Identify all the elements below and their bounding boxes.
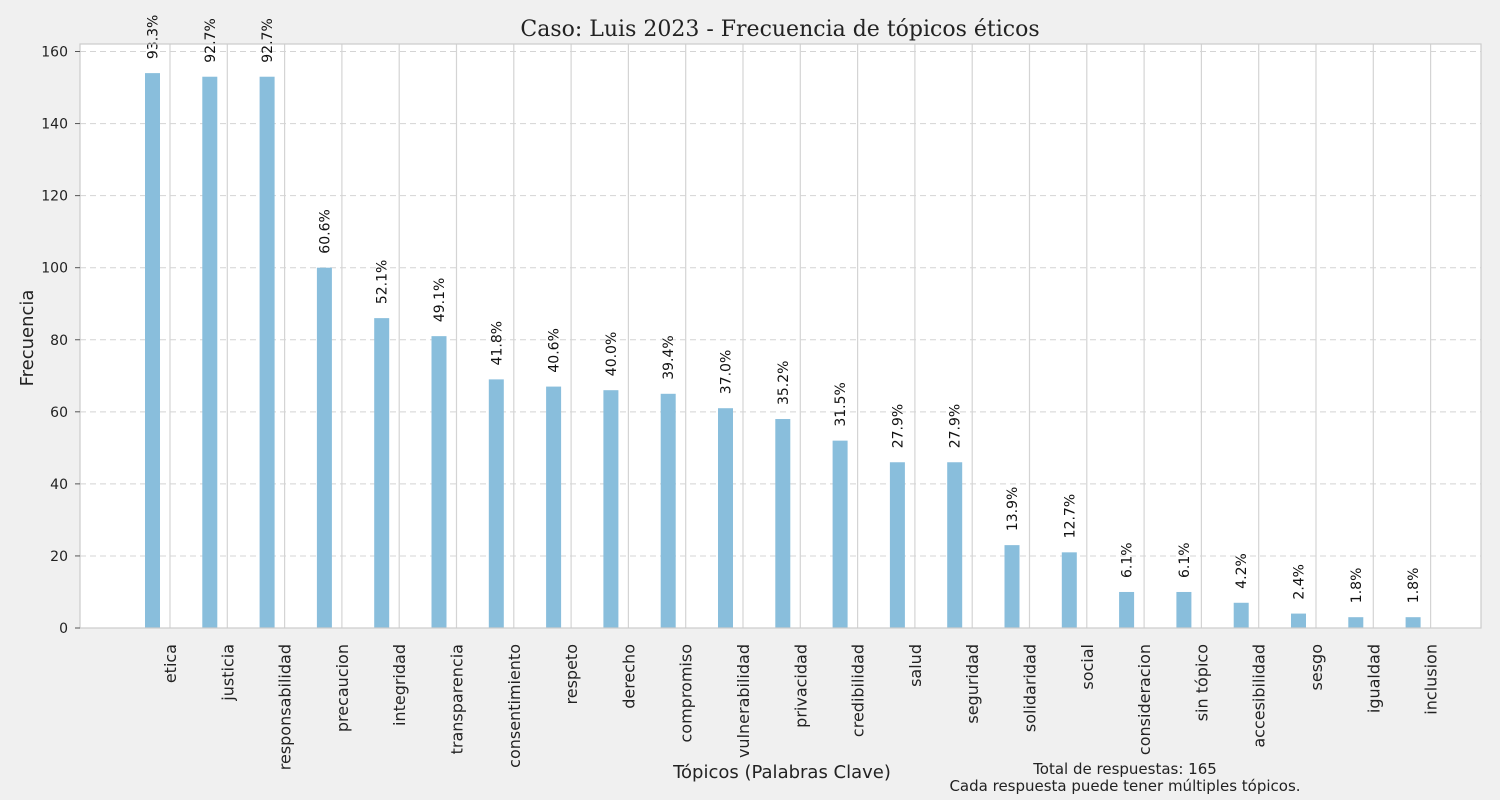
x-tick-label: solidaridad: [1021, 644, 1040, 732]
x-tick-label: accesibilidad: [1250, 644, 1269, 748]
data-label: 39.4%: [661, 335, 677, 379]
multiple-topics-note: Cada respuesta puede tener múltiples tóp…: [949, 777, 1301, 795]
bar: [889, 462, 905, 628]
data-label: 35.2%: [776, 361, 792, 405]
x-tick-label: justicia: [218, 644, 237, 702]
data-label: 31.5%: [833, 382, 849, 426]
bar: [202, 76, 218, 629]
bar: [259, 76, 275, 629]
bar: [145, 73, 160, 628]
bar: [1119, 591, 1135, 628]
bar: [1405, 617, 1421, 628]
bar: [1061, 552, 1077, 628]
x-tick-label: sin tópico: [1192, 644, 1211, 721]
x-tick-label: social: [1078, 644, 1097, 690]
plot-frame: [79, 43, 1482, 629]
y-tick-label: 140: [41, 117, 68, 133]
data-label: 60.6%: [317, 209, 333, 253]
data-label: 2.4%: [1292, 564, 1308, 600]
bar: [488, 379, 504, 628]
x-tick-label: privacidad: [791, 644, 810, 728]
data-label: 92.7%: [260, 18, 276, 62]
y-axis-label: Frecuencia: [17, 290, 38, 387]
x-tick-label: inclusion: [1422, 644, 1441, 715]
x-axis-label: Tópicos (Palabras Clave): [672, 762, 891, 783]
data-label: 93.3%: [146, 15, 162, 59]
y-tick-label: 0: [59, 621, 68, 637]
x-tick-label: integridad: [390, 644, 409, 726]
y-tick-label: 100: [41, 261, 68, 277]
x-tick-label: derecho: [619, 644, 638, 709]
bar: [1233, 602, 1249, 628]
bar: [546, 386, 562, 628]
x-tick-layer: etica justicia responsabilidad precaucion in…: [161, 644, 1441, 770]
data-label: 37.0%: [719, 350, 735, 394]
data-label: 4.2%: [1234, 553, 1250, 589]
y-tick-label: 120: [41, 189, 68, 205]
y-tick-label: 80: [50, 333, 68, 349]
x-tick-label: consentimiento: [505, 644, 524, 768]
data-label: 6.1%: [1120, 542, 1136, 578]
x-tick-label: respeto: [562, 644, 581, 704]
data-label: 1.8%: [1349, 568, 1365, 604]
bar: [374, 318, 390, 628]
chart-title: Caso: Luis 2023 - Frecuencia de tópicos …: [520, 17, 1039, 42]
data-label: 92.7%: [203, 18, 219, 62]
data-label: 52.1%: [375, 260, 391, 304]
x-tick-label: precaucion: [333, 644, 352, 732]
x-tick-label: salud: [906, 644, 925, 687]
total-responses-text: Total de respuestas: 165: [1033, 760, 1217, 778]
bar: [1176, 591, 1192, 628]
x-tick-label: transparencia: [448, 644, 467, 754]
x-tick-label: consideracion: [1135, 644, 1154, 755]
grid-layer: [80, 44, 1481, 628]
x-tick-label: responsabilidad: [276, 644, 295, 770]
y-tick-label: 40: [50, 477, 68, 493]
bar: [718, 408, 733, 628]
y-tick-label: 20: [50, 549, 68, 565]
data-label: 27.9%: [948, 404, 964, 448]
bar: [660, 393, 676, 628]
x-tick-label: seguridad: [963, 644, 982, 724]
bar: [316, 267, 332, 628]
x-tick-label: compromiso: [677, 644, 696, 743]
data-label: 40.0%: [604, 332, 620, 376]
y-tick-layer: 0 20 40 60 80 100 120 140 160: [41, 45, 80, 637]
data-label: 13.9%: [1005, 487, 1021, 531]
bar: [603, 390, 619, 628]
bar: [1004, 545, 1020, 628]
y-tick-label: 160: [41, 45, 68, 61]
bar: [431, 336, 447, 628]
data-label-layer: 93.3% 92.7% 92.7% 60.6% 52.1% 49.1% 41.8% 40.6%…: [146, 15, 1423, 604]
bar: [775, 419, 791, 628]
response-count-note: Total de respuestas: 165 Cada respuesta …: [925, 761, 1325, 795]
x-tick-label: sesgo: [1307, 644, 1326, 690]
x-tick-label: igualdad: [1364, 644, 1383, 713]
data-label: 6.1%: [1177, 542, 1193, 578]
data-label: 41.8%: [489, 321, 505, 365]
bar-layer: [145, 73, 1421, 629]
x-tick-label: credibilidad: [849, 644, 868, 737]
x-tick-label: vulnerabilidad: [734, 644, 753, 758]
bar: [947, 462, 963, 628]
data-label: 1.8%: [1406, 568, 1422, 604]
bar: [832, 440, 848, 628]
bar: [1348, 617, 1364, 628]
y-tick-label: 60: [50, 405, 68, 421]
data-label: 12.7%: [1062, 494, 1078, 538]
bar: [1291, 613, 1306, 628]
data-label: 40.6%: [547, 328, 563, 372]
data-label: 27.9%: [890, 404, 906, 448]
x-tick-label: etica: [161, 644, 180, 683]
data-label: 49.1%: [432, 278, 448, 322]
